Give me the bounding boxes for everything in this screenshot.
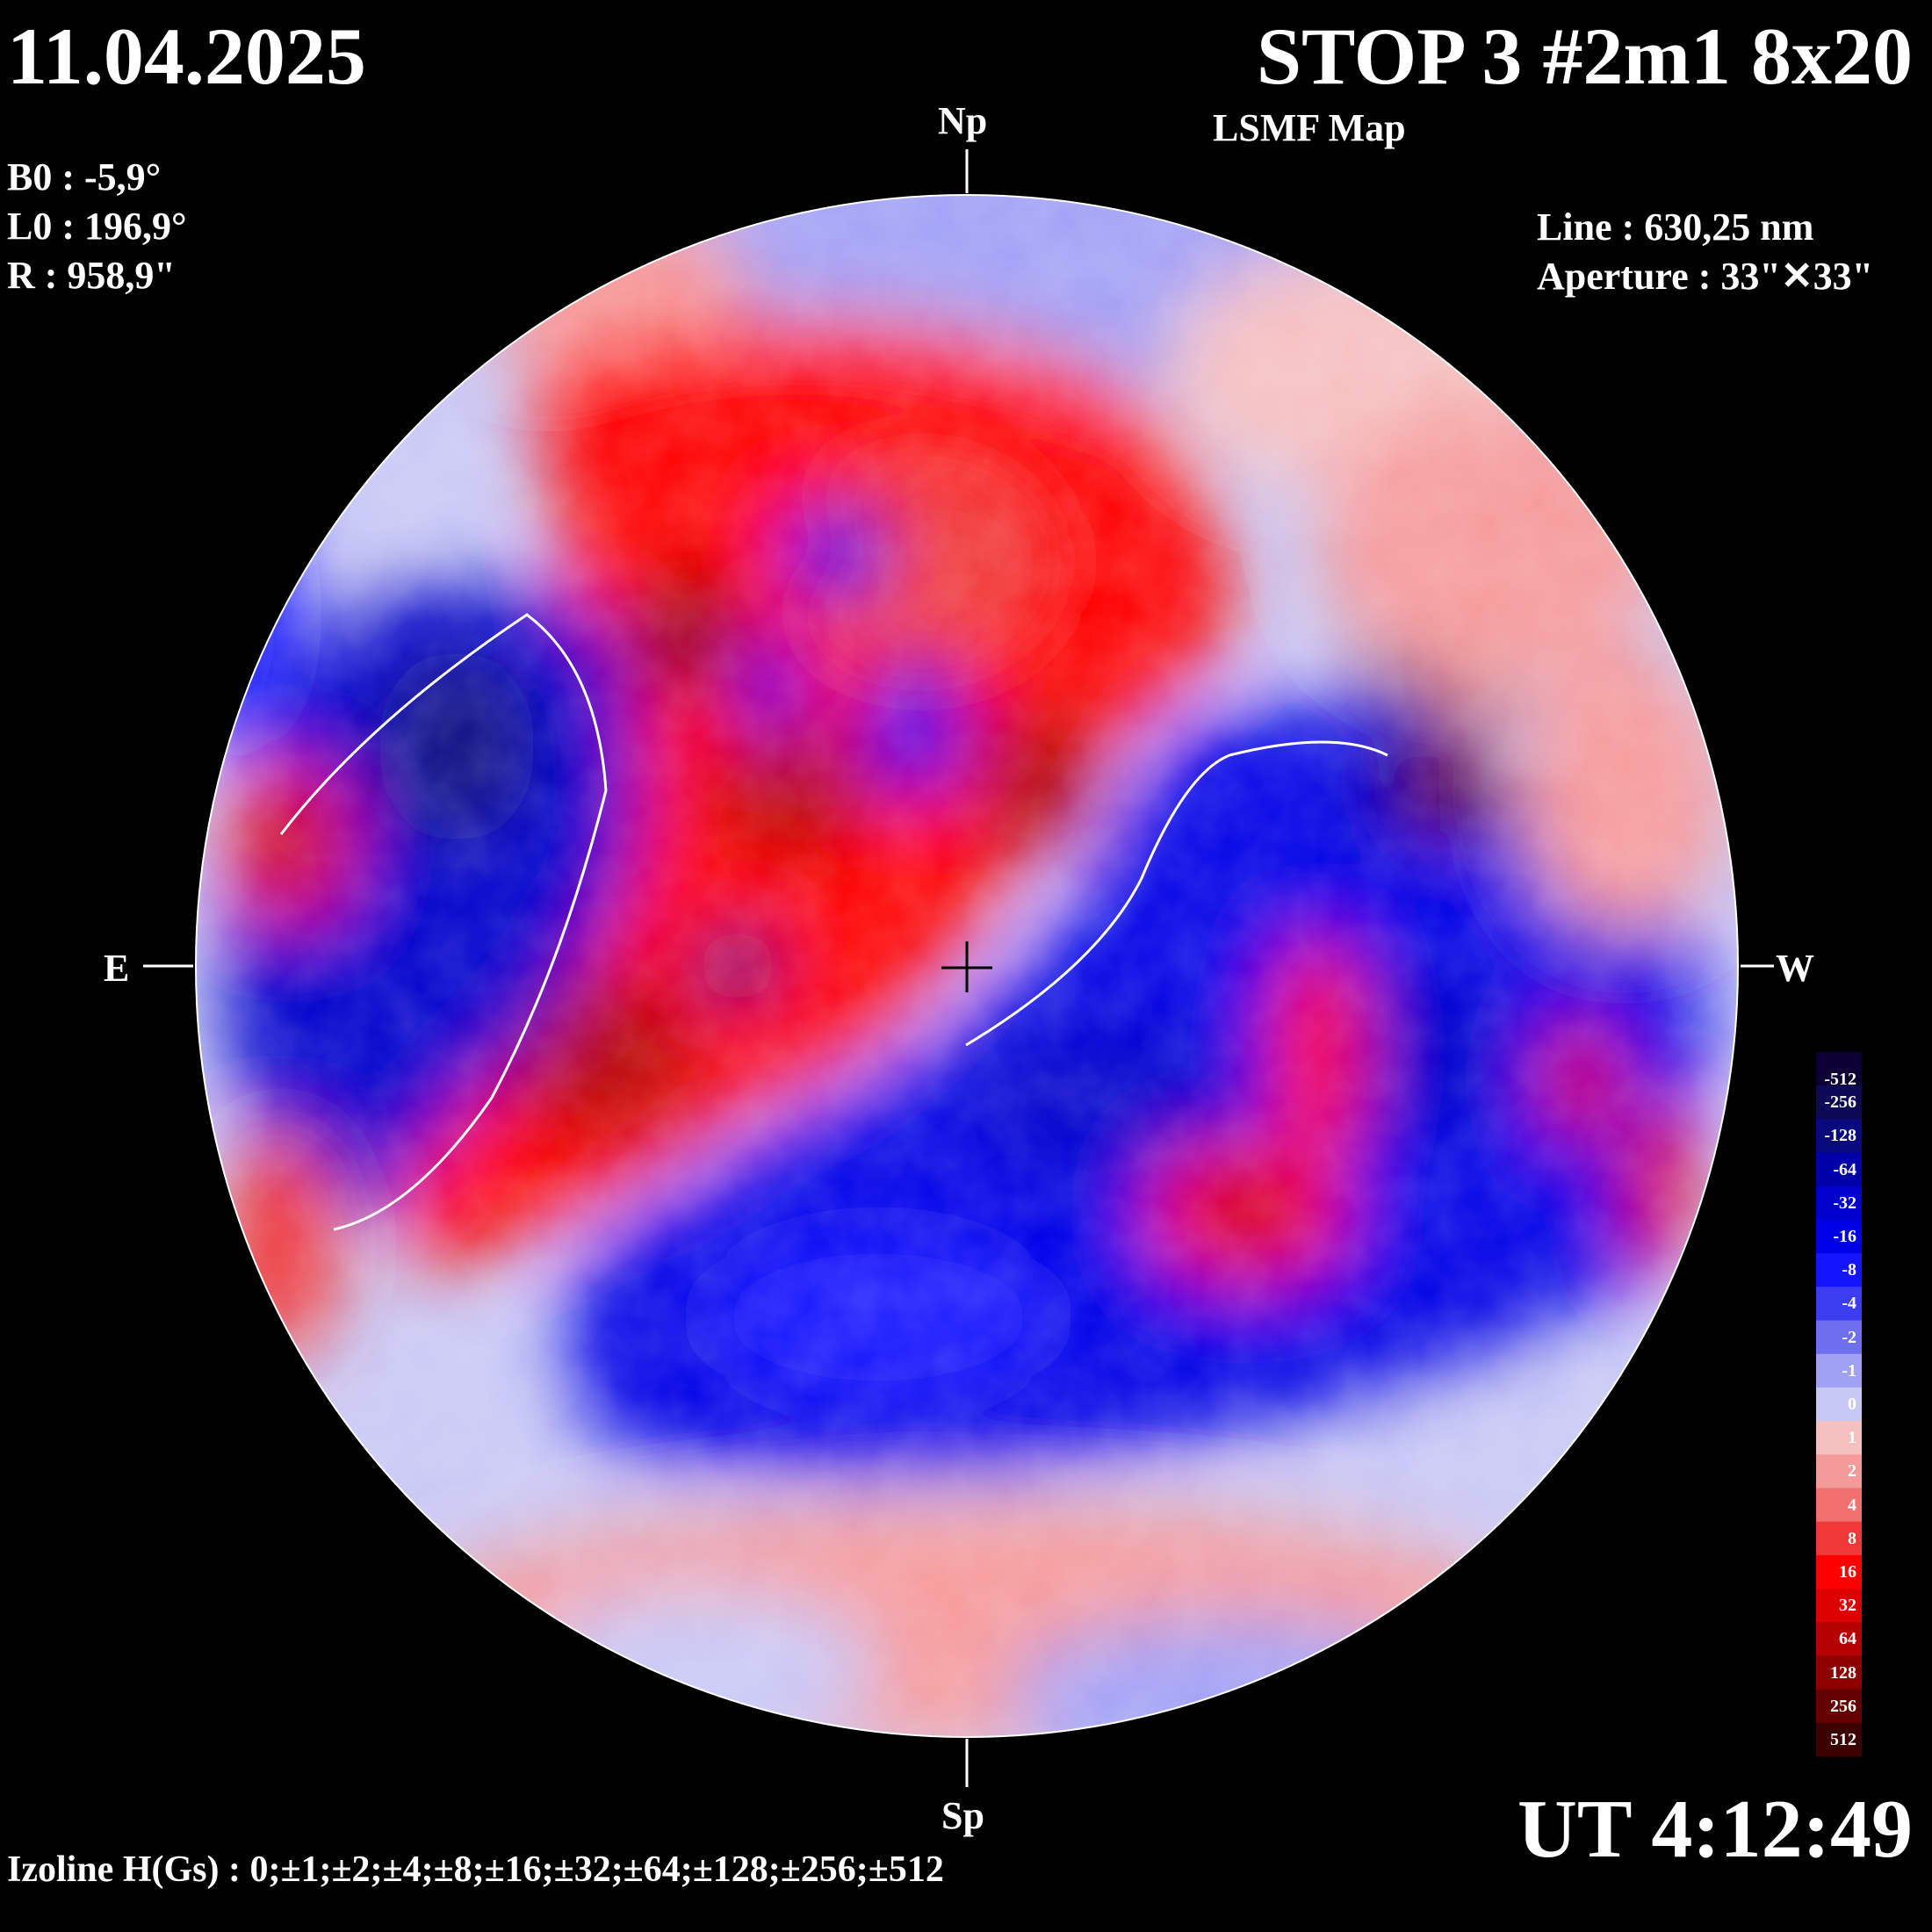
west-label: W xyxy=(1776,947,1814,990)
colorbar-swatch xyxy=(1816,1488,1862,1523)
colorbar-swatch xyxy=(1816,1689,1862,1724)
neutral-line xyxy=(965,740,1388,1047)
colorbar-swatch xyxy=(1816,1521,1862,1556)
colorbar-swatch xyxy=(1816,1454,1862,1489)
colorbar-swatch xyxy=(1816,1655,1862,1690)
colorbar-tick-label: 4 xyxy=(1848,1495,1856,1515)
colorbar-tick-label: -4 xyxy=(1842,1294,1856,1314)
colorbar-tick-label: -1 xyxy=(1842,1360,1856,1381)
neutral-line-east xyxy=(279,613,608,1231)
colorbar-swatch xyxy=(1816,1186,1862,1221)
colorbar-tick-label: -2 xyxy=(1842,1327,1856,1347)
disk-limb xyxy=(195,194,1739,1738)
east-label: E xyxy=(104,947,130,990)
b0-param: B0 : -5,9° xyxy=(7,155,162,198)
colorbar-swatch xyxy=(1816,1287,1862,1322)
l0-param: L0 : 196,9° xyxy=(7,205,187,248)
colorbar-tick-label: 1 xyxy=(1848,1428,1856,1448)
colorbar-tick-label: -64 xyxy=(1833,1159,1856,1179)
colorbar-tick-label: -512 xyxy=(1824,1070,1856,1090)
colorbar-swatch xyxy=(1816,1387,1862,1422)
colorbar-swatch xyxy=(1816,1589,1862,1623)
south-pole-label: Sp xyxy=(941,1794,984,1837)
colorbar-tick-label: 2 xyxy=(1848,1461,1856,1481)
colorbar-tick-label: 256 xyxy=(1830,1696,1856,1716)
colorbar-swatch xyxy=(1816,1421,1862,1455)
map-type-label: LSMF Map xyxy=(1213,106,1406,149)
colorbar-tick-label: 64 xyxy=(1839,1629,1856,1649)
izoline-legend: Izoline H(Gs) : 0;±1;±2;±4;±8;±16;±32;±6… xyxy=(7,1849,944,1890)
colorbar-tick-label: -8 xyxy=(1842,1260,1856,1280)
colorbar-tick-label: 32 xyxy=(1839,1596,1856,1616)
colorbar xyxy=(1816,1052,1862,1757)
title-label: STOP 3 #2m1 8x20 xyxy=(1256,11,1913,101)
colorbar-tick-label: -32 xyxy=(1833,1193,1856,1213)
line-param: Line : 630,25 nm xyxy=(1537,205,1814,249)
colorbar-tick-label: 512 xyxy=(1830,1729,1856,1749)
aperture-param: Aperture : 33"✕33" xyxy=(1537,255,1874,298)
ut-time-label: UT 4:12:49 xyxy=(1517,1784,1913,1875)
date-label: 11.04.2025 xyxy=(7,11,366,101)
colorbar-tick-label: 0 xyxy=(1848,1395,1856,1414)
colorbar-swatch xyxy=(1816,1152,1862,1187)
colorbar-tick-label: -16 xyxy=(1833,1227,1856,1247)
colorbar-swatch xyxy=(1816,1119,1862,1154)
colorbar-tick-label: 8 xyxy=(1848,1528,1856,1548)
colorbar-swatch xyxy=(1816,1622,1862,1656)
colorbar-tick-label: -128 xyxy=(1824,1126,1856,1146)
colorbar-tick-label: 128 xyxy=(1830,1662,1856,1683)
colorbar-swatch xyxy=(1816,1085,1862,1120)
colorbar-swatch xyxy=(1816,1052,1862,1086)
colorbar-swatch xyxy=(1816,1253,1862,1287)
north-pole-label: Np xyxy=(938,99,988,142)
radius-param: R : 958,9" xyxy=(7,254,176,297)
colorbar-tick-label: -256 xyxy=(1824,1092,1856,1113)
colorbar-swatch xyxy=(1816,1219,1862,1254)
colorbar-swatch xyxy=(1816,1722,1862,1757)
colorbar-swatch xyxy=(1816,1353,1862,1388)
colorbar-tick-label: 16 xyxy=(1839,1561,1856,1582)
colorbar-swatch xyxy=(1816,1320,1862,1355)
colorbar-swatch xyxy=(1816,1554,1862,1590)
